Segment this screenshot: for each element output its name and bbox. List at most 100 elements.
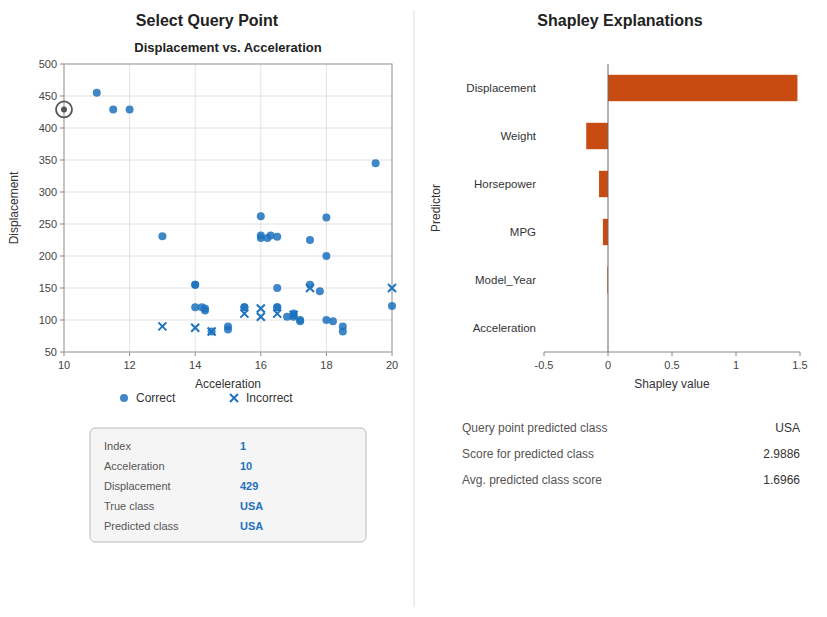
grid-line-y — [64, 160, 392, 161]
scatter-marks — [56, 89, 396, 336]
tick-label-y: 150 — [39, 282, 57, 294]
grid-line-y — [64, 128, 392, 129]
scatter-point — [257, 313, 265, 321]
legend-marker — [120, 394, 128, 402]
scatter-point — [339, 328, 347, 336]
grid-line-y — [64, 224, 392, 225]
tick-y — [60, 128, 64, 129]
tick-x — [736, 352, 737, 356]
scatter-point — [316, 287, 324, 295]
tick-label-y: 450 — [39, 90, 57, 102]
grid-line-y — [64, 192, 392, 193]
scatter-point — [257, 304, 265, 312]
tick-y — [60, 256, 64, 257]
tick-y — [60, 320, 64, 321]
bar-marks — [586, 75, 797, 293]
category-label: Horsepower — [474, 178, 536, 190]
tick-label-x: 0.5 — [664, 359, 679, 371]
bar — [599, 171, 608, 197]
axis-label-x: Shapley value — [634, 377, 710, 391]
scatter-point — [201, 304, 209, 312]
tick-label-x: 20 — [386, 359, 398, 371]
stat-label: Query point predicted class — [462, 421, 607, 435]
scatter-point — [273, 284, 281, 292]
tick-x — [800, 352, 801, 356]
tooltip-value: 1 — [240, 440, 246, 452]
legend-label: Correct — [136, 391, 176, 405]
tick-label-y: 500 — [39, 58, 57, 70]
axis-label-y: Displacement — [7, 171, 21, 244]
category-label: Model_Year — [475, 274, 536, 286]
scatter-point — [224, 326, 232, 334]
scatter-point — [290, 311, 298, 319]
query-point-center — [61, 106, 67, 112]
scatter-point — [388, 302, 396, 310]
bar — [586, 123, 608, 149]
scatter-point — [126, 105, 134, 113]
tooltip-value: USA — [240, 500, 263, 512]
tooltip-label: True class — [104, 500, 155, 512]
scatter-point — [208, 328, 216, 336]
axis-line-x — [544, 352, 800, 353]
grid-line-y — [64, 96, 392, 97]
tick-x — [672, 352, 673, 356]
scatter-point — [322, 252, 330, 260]
query-point — [56, 101, 72, 117]
category-label: Acceleration — [473, 322, 536, 334]
scatter-point — [109, 105, 117, 113]
scatter-point — [388, 284, 396, 292]
scatter-chart: Select Query Point Displacement vs. Accel… — [7, 12, 398, 542]
bar — [603, 219, 608, 245]
bar — [608, 75, 797, 101]
scatter-point — [290, 311, 298, 319]
scatter-point — [306, 236, 314, 244]
tick-label-y: 250 — [39, 218, 57, 230]
tick-label-x: -0.5 — [535, 359, 554, 371]
tick-x — [195, 352, 196, 356]
tick-label-x: 12 — [123, 359, 135, 371]
tick-x — [608, 352, 609, 356]
panel-title: Select Query Point — [136, 12, 279, 29]
tooltip-box — [90, 428, 366, 542]
legend-label: Incorrect — [246, 391, 293, 405]
tick-label-y: 350 — [39, 154, 57, 166]
tick-y — [60, 352, 64, 353]
tick-x — [392, 352, 393, 356]
tick-label-x: 16 — [255, 359, 267, 371]
tooltip-label: Displacement — [104, 480, 171, 492]
tick-y — [60, 192, 64, 193]
tick-label-x: 14 — [189, 359, 201, 371]
scatter-point — [191, 281, 199, 289]
stat-value: USA — [775, 421, 800, 435]
tick-x — [64, 352, 65, 356]
scatter-point — [93, 89, 101, 97]
shapley-chart: Shapley Explanations-0.500.511.5Displace… — [429, 12, 808, 487]
scatter-point — [240, 310, 248, 318]
category-label: Weight — [500, 130, 536, 142]
tick-label-y: 100 — [39, 314, 57, 326]
scatter-point — [158, 322, 166, 330]
scatter-point — [191, 281, 199, 289]
scatter-point — [191, 324, 199, 332]
panel-divider — [414, 10, 415, 607]
scatter-point — [372, 159, 380, 167]
tick-x — [544, 352, 545, 356]
stat-label: Avg. predicted class score — [462, 473, 602, 487]
scatter-point — [329, 317, 337, 325]
tick-label-x: 1 — [733, 359, 739, 371]
scatter-point — [273, 233, 281, 241]
tooltip-label: Predicted class — [104, 520, 179, 532]
tick-label-x: 1.5 — [792, 359, 807, 371]
chart-title: Shapley Explanations — [537, 12, 702, 29]
grid-line-y — [64, 320, 392, 321]
page: Select Query Point Displacement vs. Accel… — [0, 0, 827, 617]
grid-line-y — [64, 288, 392, 289]
tick-label-x: 10 — [58, 359, 70, 371]
legend-marker — [230, 394, 238, 402]
chart-title: Displacement vs. Acceleration — [134, 40, 321, 55]
tooltip-value: USA — [240, 520, 263, 532]
stat-value: 1.6966 — [763, 473, 800, 487]
tick-label-y: 50 — [45, 346, 57, 358]
zero-line — [608, 64, 609, 352]
tick-x — [326, 352, 327, 356]
